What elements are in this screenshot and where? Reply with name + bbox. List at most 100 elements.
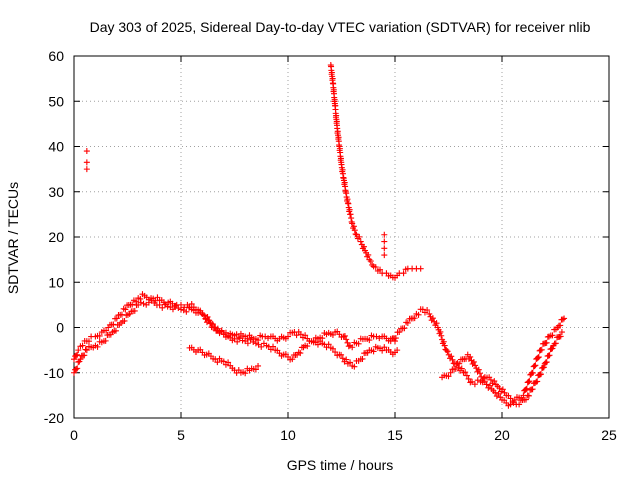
data-point [441, 342, 448, 349]
y-tick-label: 50 [48, 93, 64, 109]
data-point [343, 356, 350, 363]
data-point [499, 386, 506, 393]
data-point [82, 346, 89, 353]
data-point [235, 334, 242, 341]
data-point [396, 329, 403, 336]
data-point [522, 396, 529, 403]
data-point [476, 370, 483, 377]
data-point [443, 347, 450, 354]
data-point [475, 366, 482, 373]
data-point [480, 375, 487, 382]
data-point [83, 148, 90, 155]
data-point [463, 372, 470, 379]
data-point [79, 342, 86, 349]
data-point [183, 308, 190, 315]
data-point [557, 322, 564, 329]
data-point [319, 335, 326, 342]
data-point [372, 264, 379, 271]
x-tick-label: 10 [280, 427, 296, 443]
data-point [71, 356, 77, 363]
data-point [357, 238, 364, 245]
data-point [314, 341, 321, 348]
y-axis-label: SDTVAR / TECUs [5, 182, 21, 294]
data-point [543, 359, 550, 366]
data-point [419, 306, 426, 313]
data-point [96, 332, 103, 339]
data-point [495, 390, 502, 397]
data-point [444, 348, 451, 355]
data-point [472, 362, 479, 369]
data-point [270, 343, 277, 350]
data-point [200, 312, 207, 319]
data-point [137, 299, 144, 306]
data-point [491, 378, 498, 385]
data-point [440, 338, 447, 345]
data-point [401, 325, 408, 332]
data-point [81, 352, 88, 359]
x-tick-label: 5 [177, 427, 185, 443]
data-point [343, 336, 350, 343]
data-point [392, 335, 399, 342]
data-point [543, 339, 550, 346]
data-point [156, 301, 163, 308]
data-point [558, 329, 565, 336]
data-point [289, 356, 296, 363]
data-point [122, 306, 129, 313]
data-point [433, 320, 440, 327]
y-tick-label: 10 [48, 274, 64, 290]
data-point [175, 305, 182, 312]
data-point [225, 359, 232, 366]
data-point [164, 303, 171, 310]
data-point [178, 306, 184, 313]
data-point [74, 351, 81, 358]
data-point [329, 345, 336, 352]
x-axis-label: GPS time / hours [287, 457, 394, 473]
data-point [347, 359, 354, 366]
data-point [411, 315, 418, 322]
data-point [131, 307, 138, 314]
data-point [344, 339, 351, 346]
data-point [302, 332, 309, 339]
x-axis-ticks: 0 5 10 15 20 25 [70, 56, 617, 443]
data-point [559, 316, 566, 323]
data-point [552, 340, 559, 347]
data-point [169, 306, 176, 313]
data-point [465, 375, 472, 382]
data-point [366, 337, 373, 344]
data-point [192, 309, 199, 316]
data-point [404, 319, 411, 326]
data-point [429, 315, 436, 322]
data-point [526, 378, 533, 385]
data-point [462, 369, 469, 376]
data-point [297, 331, 304, 338]
data-point [304, 343, 311, 350]
data-point [74, 365, 81, 372]
data-point [83, 159, 90, 166]
data-point [214, 359, 221, 366]
data-point [255, 362, 262, 369]
data-point [338, 351, 345, 358]
data-point [112, 327, 119, 334]
y-tick-label: 40 [48, 139, 64, 155]
data-point [94, 343, 101, 350]
data-point [349, 344, 356, 351]
data-point [77, 356, 84, 363]
data-point [492, 389, 499, 396]
x-tick-label: 20 [494, 427, 510, 443]
data-point [377, 266, 384, 273]
data-point [534, 378, 541, 385]
data-point [360, 243, 367, 250]
data-point [487, 382, 494, 389]
data-point [471, 381, 478, 388]
data-point [339, 355, 346, 362]
data-point [538, 346, 545, 353]
data-point [355, 340, 362, 347]
data-point [218, 327, 225, 334]
data-point [220, 358, 227, 365]
data-point [188, 300, 195, 307]
data-point [516, 401, 523, 408]
data-point [540, 364, 547, 371]
data-point [140, 300, 147, 307]
data-point [345, 343, 352, 350]
